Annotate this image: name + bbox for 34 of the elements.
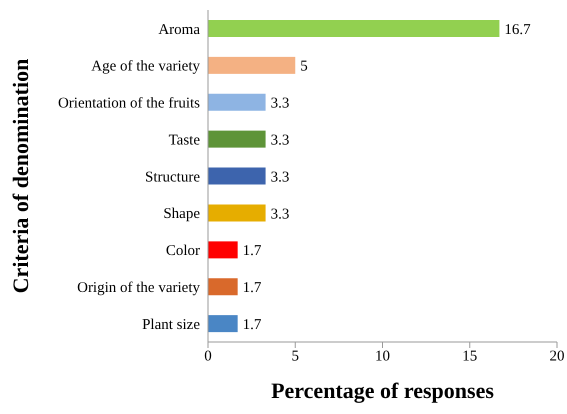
bar: [208, 20, 500, 37]
data-label: 1.7: [242, 243, 262, 260]
x-axis-title: Percentage of responses: [271, 378, 494, 403]
y-tick-label: Orientation of the fruits: [58, 96, 200, 112]
y-tick-label: Aroma: [158, 22, 200, 38]
data-label: 1.7: [242, 316, 262, 333]
bar: [208, 130, 266, 148]
x-tick-label: 15: [462, 348, 478, 365]
bar: [208, 241, 238, 258]
bar: [208, 94, 266, 111]
y-tick-label: Origin of the variety: [77, 280, 200, 296]
y-tick-label: Color: [166, 243, 200, 260]
data-label: 3.3: [270, 132, 290, 148]
bar: [208, 168, 266, 185]
data-label: 16.7: [504, 22, 532, 38]
data-label: 3.3: [270, 96, 290, 112]
y-tick-label: Taste: [168, 132, 200, 148]
y-tick-label: Plant size: [142, 316, 200, 333]
bar: [208, 204, 266, 222]
bar: [208, 56, 296, 74]
x-tick-label: 20: [550, 348, 564, 365]
data-label: 5: [300, 58, 308, 75]
y-tick-label: Age of the variety: [91, 58, 200, 75]
data-label: 1.7: [242, 280, 262, 296]
x-tick-label: 5: [292, 348, 299, 365]
y-axis-title: Criteria of denomination: [8, 58, 33, 294]
y-tick-label: Shape: [163, 206, 200, 222]
x-tick-label: 10: [375, 348, 390, 365]
x-tick-label: 0: [204, 348, 212, 365]
data-label: 3.3: [270, 206, 290, 222]
bar: [208, 315, 238, 332]
bar: [208, 278, 238, 296]
data-label: 3.3: [270, 169, 290, 186]
y-tick-label: Structure: [145, 169, 200, 186]
